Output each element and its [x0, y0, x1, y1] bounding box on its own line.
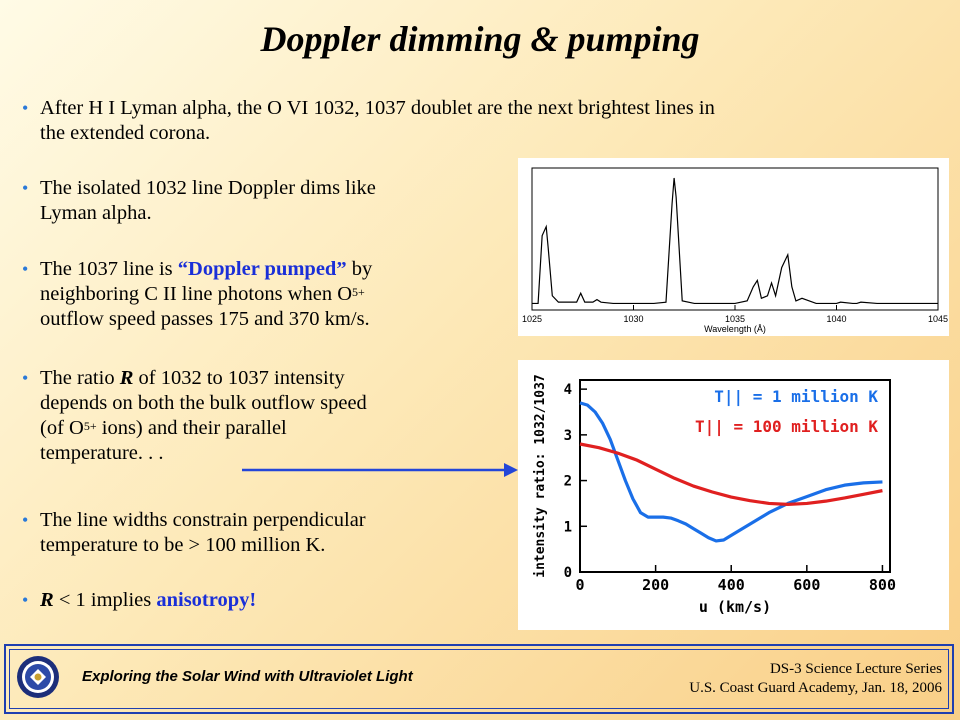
right-arrow-icon — [242, 463, 518, 477]
bullet-4-line-2: depends on both the bulk outflow speed — [40, 392, 367, 414]
bullet-4-line-3: (of O5+ ions) and their parallel — [40, 416, 367, 441]
legend-entry: T|| = 100 million K — [695, 417, 878, 437]
bullet-3-text: The 1037 line is — [40, 258, 178, 280]
bullet-6-text: < 1 implies — [53, 589, 157, 611]
slide-title: Doppler dimming & pumping — [260, 19, 700, 59]
x-tick-label: 1040 — [826, 314, 846, 324]
footer-inner-border — [9, 649, 949, 709]
x-tick-label: 1025 — [522, 314, 542, 324]
doppler-pumped-highlight: “Doppler pumped” — [177, 258, 347, 280]
bullet-1-line-2: the extended corona. — [40, 122, 211, 144]
y-tick-label: 4 — [564, 382, 572, 398]
footer-series: DS-3 Science Lecture Series — [769, 661, 942, 677]
y-tick-label: 2 — [564, 474, 572, 490]
superscript: 5+ — [352, 285, 365, 299]
bullet-5: • The line widths constrain perpendicula… — [22, 508, 502, 560]
bullet-1-line-1: After H I Lyman alpha, the O VI 1032, 10… — [40, 97, 715, 119]
ratio-chart: 0 200 400 600 800 0 1 2 3 4 u (km/s) intensity rati… — [533, 374, 896, 616]
bullet-6: • R < 1 implies anisotropy! — [22, 588, 502, 616]
spectrum-plot: 1025 1030 1035 1040 1045 Wavelength (Å) — [518, 158, 949, 336]
bullet-5-line-1: The line widths constrain perpendicular — [40, 509, 366, 531]
y-tick-label: 3 — [564, 428, 572, 444]
bullet-2: • The isolated 1032 line Doppler dims li… — [22, 176, 502, 228]
bullet-4-text: The ratio — [40, 367, 120, 389]
bullet-dot-icon: • — [22, 259, 29, 279]
y-tick-label: 1 — [564, 519, 572, 535]
x-axis-label: Wavelength (Å) — [704, 324, 766, 334]
anisotropy-highlight: anisotropy! — [156, 589, 257, 611]
x-axis-label: u (km/s) — [699, 598, 771, 616]
bullet-3: • The 1037 line is “Doppler pumped” by n… — [22, 257, 502, 335]
bullet-dot-icon: • — [22, 178, 29, 198]
bullet-3-line-1: The 1037 line is “Doppler pumped” by — [40, 257, 372, 282]
bullet-1: • After H I Lyman alpha, the O VI 1032, … — [22, 96, 922, 148]
footer-venue-date: U.S. Coast Guard Academy, Jan. 18, 2006 — [689, 680, 942, 696]
ratio-symbol: R — [40, 589, 54, 611]
bullet-3-text: neighboring C II line photons when O — [40, 283, 353, 305]
y-axis-label: intensity ratio: 1032/1037 — [533, 374, 548, 578]
footer-left-title: Exploring the Solar Wind with Ultraviole… — [82, 668, 413, 685]
x-tick-label: 1045 — [928, 314, 948, 324]
bullet-dot-icon: • — [22, 98, 29, 118]
x-tick-label: 0 — [575, 576, 584, 594]
spectrum-chart: 1025 1030 1035 1040 1045 Wavelength (Å) — [522, 167, 948, 334]
footer-right-info: DS-3 Science Lecture Series U.S. Coast G… — [689, 660, 942, 698]
x-tick-label: 200 — [642, 576, 669, 594]
bullet-3-line-2: neighboring C II line photons when O5+ — [40, 282, 372, 307]
coast-guard-seal-icon — [17, 656, 59, 698]
x-tick-label: 800 — [869, 576, 896, 594]
footer: Exploring the Solar Wind with Ultraviole… — [4, 644, 954, 714]
bullet-4-text: (of O — [40, 417, 84, 439]
plot-frame — [579, 379, 891, 573]
legend-entry: T|| = 1 million K — [714, 387, 878, 407]
bullet-2-line-2: Lyman alpha. — [40, 202, 152, 224]
bullet-dot-icon: • — [22, 590, 29, 610]
bullet-3-line-3: outflow speed passes 175 and 370 km/s. — [40, 308, 370, 330]
bullet-4-line-1: The ratio R of 1032 to 1037 intensity — [40, 366, 367, 391]
bullet-dot-icon: • — [22, 368, 29, 388]
plot-frame — [531, 167, 939, 311]
y-tick-label: 0 — [564, 565, 572, 581]
x-tick-label: 1035 — [725, 314, 745, 324]
x-tick-label: 1030 — [623, 314, 643, 324]
bullet-4-line-4: temperature. . . — [40, 442, 164, 464]
x-tick-label: 400 — [718, 576, 745, 594]
x-tick-label: 600 — [793, 576, 820, 594]
bullet-6-line-1: R < 1 implies anisotropy! — [40, 588, 256, 613]
ratio-plot: 0 200 400 600 800 0 1 2 3 4 u (km/s) intensity rati… — [518, 360, 949, 630]
series-line — [579, 442, 883, 506]
ratio-symbol: R — [119, 367, 134, 389]
bullet-dot-icon: • — [22, 510, 29, 530]
spectrum-line — [532, 177, 938, 305]
bullet-2-line-1: The isolated 1032 line Doppler dims like — [40, 177, 376, 199]
bullet-5-line-2: temperature to be > 100 million K. — [40, 534, 326, 556]
bullet-4-text: ions) and their parallel — [96, 417, 287, 439]
bullet-3-text: by — [346, 258, 373, 280]
bullet-4: • The ratio R of 1032 to 1037 intensity … — [22, 366, 502, 470]
bullet-4-text: of 1032 to 1037 intensity — [133, 367, 345, 389]
superscript: 5+ — [83, 419, 97, 433]
